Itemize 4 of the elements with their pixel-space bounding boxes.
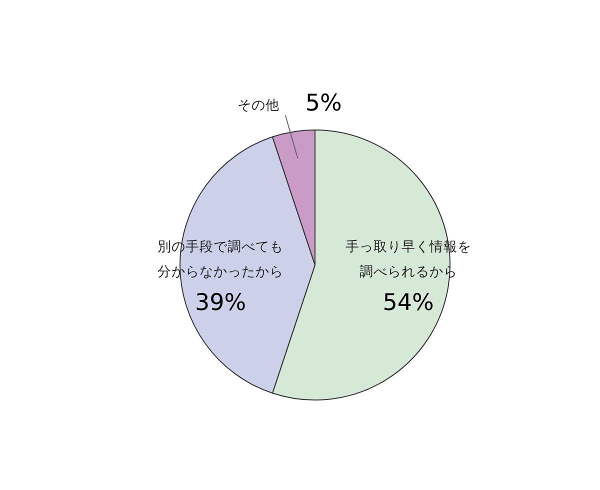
data-label: 39% (194, 290, 246, 316)
slice-label: その他 (237, 97, 280, 114)
data-label: 5% (305, 90, 342, 116)
data-label: 54% (382, 290, 434, 316)
